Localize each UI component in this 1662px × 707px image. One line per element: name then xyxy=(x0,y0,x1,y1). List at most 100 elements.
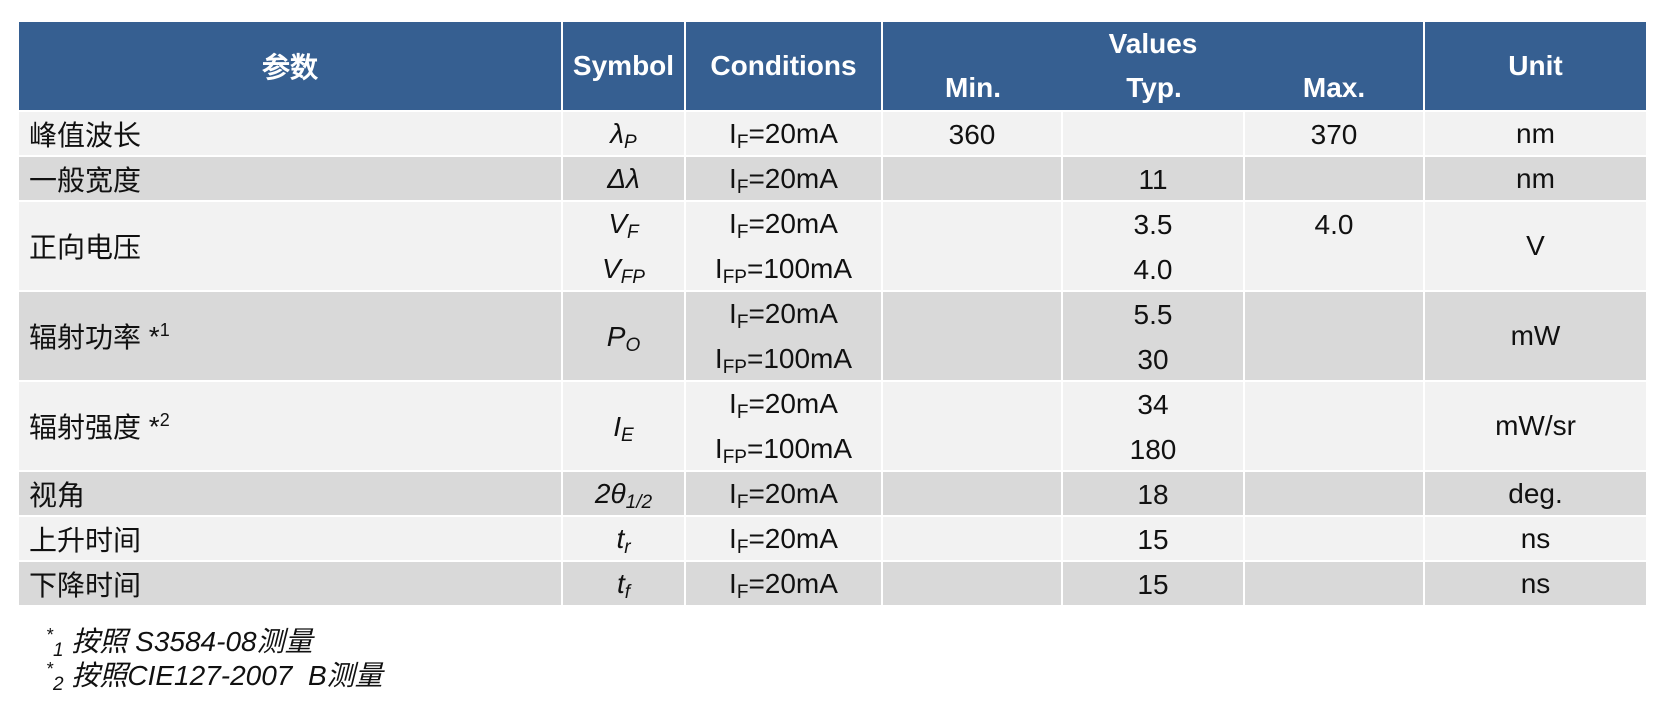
text: t xyxy=(616,568,625,599)
min-cell xyxy=(883,472,1061,515)
min-cell xyxy=(883,517,1061,560)
text: F xyxy=(736,492,749,513)
text: 1 xyxy=(53,640,64,661)
footnote: *1 按照 S3584-08测量 xyxy=(46,620,313,662)
condition: IF=20mA xyxy=(729,291,838,336)
symbol: PO xyxy=(607,314,640,359)
conditions-cell: IF=20mA xyxy=(686,472,881,515)
conditions-cell: IF=20mA IFP=100mA xyxy=(686,202,881,290)
unit-cell: mW/sr xyxy=(1425,382,1646,470)
text: Symbol xyxy=(572,50,675,81)
max-cell xyxy=(1245,517,1423,560)
text: deg. xyxy=(1508,477,1563,509)
header-min: Min. xyxy=(883,65,1063,110)
text: P xyxy=(606,320,626,352)
text: nm xyxy=(1516,117,1555,149)
max-cell xyxy=(1245,292,1423,380)
text: I xyxy=(714,253,723,284)
symbol-cell: IE xyxy=(563,382,684,470)
param-cell: 一般宽度 xyxy=(19,157,561,200)
symbol: IE xyxy=(613,404,633,449)
symbol-cell: 2θ1/2 xyxy=(563,472,684,515)
max-cell xyxy=(1245,562,1423,605)
text: I xyxy=(729,298,737,329)
text: V xyxy=(1526,230,1545,261)
param-cell: 峰值波长 xyxy=(19,112,561,155)
text: =20mA xyxy=(748,388,838,419)
text: * xyxy=(148,410,160,442)
text: 370 xyxy=(1310,119,1358,150)
text: 辐射功率 xyxy=(29,322,142,353)
conditions-cell: IF=20mA xyxy=(686,112,881,155)
text: 360 xyxy=(948,119,996,150)
text: F xyxy=(736,312,749,333)
unit-cell: deg. xyxy=(1425,472,1646,515)
text: Min. xyxy=(945,71,1001,103)
max-cell: 4.0 xyxy=(1245,202,1423,290)
text: I xyxy=(714,433,723,464)
typ-cell: 5.5 30 xyxy=(1063,292,1243,380)
text: 34 xyxy=(1137,389,1169,420)
condition: IFP=100mA xyxy=(715,246,852,291)
text: * xyxy=(46,659,54,679)
header-typ: Typ. xyxy=(1063,65,1245,110)
note-mark: *2 xyxy=(141,410,170,443)
condition: IF=20mA xyxy=(729,156,838,201)
text: Typ. xyxy=(1126,71,1182,103)
param-cell: 辐射强度 *2 xyxy=(19,382,561,470)
text: V xyxy=(602,253,621,284)
param-cell: 下降时间 xyxy=(19,562,561,605)
unit-cell: V xyxy=(1425,202,1646,290)
text: mW/sr xyxy=(1495,410,1576,441)
text: mW xyxy=(1510,320,1561,351)
text: F xyxy=(736,582,749,603)
text: Values xyxy=(1108,27,1198,59)
text: 按照 S3584-08测量 xyxy=(71,626,313,657)
symbol-cell: Δλ xyxy=(563,157,684,200)
text: * xyxy=(148,320,160,352)
text: 180 xyxy=(1129,434,1177,465)
text: F xyxy=(736,222,749,243)
text: FP xyxy=(722,357,747,378)
text: 2 xyxy=(53,674,64,695)
text: =20mA xyxy=(748,208,838,239)
typ-value: 15 xyxy=(1137,517,1168,562)
header-conditions: Conditions xyxy=(686,22,881,110)
condition: IFP=100mA xyxy=(715,426,852,471)
text: r xyxy=(624,537,631,558)
text: Max. xyxy=(1302,71,1366,103)
typ-value: 3.5 xyxy=(1134,202,1173,247)
text: 视角 xyxy=(29,479,86,511)
text: 15 xyxy=(1137,524,1169,555)
text: I xyxy=(729,388,737,419)
typ-value: 34 xyxy=(1137,382,1168,427)
text: =20mA xyxy=(748,298,838,329)
header-unit: Unit xyxy=(1425,22,1646,110)
param-cell: 视角 xyxy=(19,472,561,515)
text: =20mA xyxy=(748,163,838,194)
text: 2 xyxy=(159,409,170,430)
text: FP xyxy=(620,267,645,288)
min-value: 360 xyxy=(949,112,996,157)
min-cell xyxy=(883,382,1061,470)
condition: IF=20mA xyxy=(729,111,838,156)
conditions-cell: IF=20mA IFP=100mA xyxy=(686,292,881,380)
max-value: 4.0 xyxy=(1315,202,1354,247)
text: I xyxy=(729,523,737,554)
text: λ xyxy=(610,118,625,149)
text: 下降时间 xyxy=(29,569,142,601)
symbol-cell: tf xyxy=(563,562,684,605)
text: 11 xyxy=(1138,164,1168,195)
min-cell xyxy=(883,292,1061,380)
text: 辐射强度 xyxy=(29,412,142,443)
condition: IFP=100mA xyxy=(715,336,852,381)
text: F xyxy=(627,222,639,243)
typ-cell: 18 xyxy=(1063,472,1243,515)
typ-cell: 15 xyxy=(1063,562,1243,605)
text: O xyxy=(625,334,641,356)
text: I xyxy=(729,118,737,149)
condition: IF=20mA xyxy=(729,381,838,426)
text: =20mA xyxy=(748,478,838,509)
unit-cell: nm xyxy=(1425,112,1646,155)
unit-cell: ns xyxy=(1425,517,1646,560)
